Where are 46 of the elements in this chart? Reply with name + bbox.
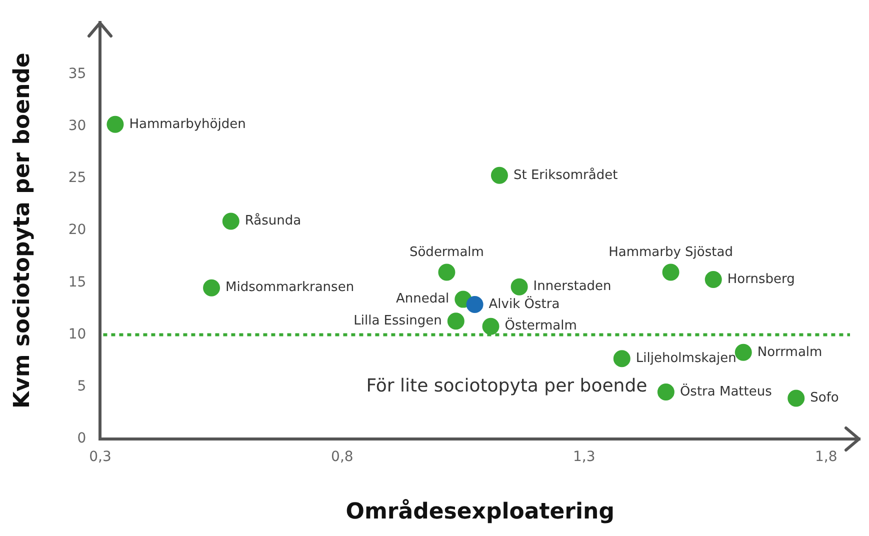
ref-line-label: För lite sociotopyta per boende <box>366 375 648 396</box>
annotation: Östermalm <box>504 318 577 334</box>
annotation: Midsommarkransen <box>226 280 354 296</box>
point <box>613 350 630 368</box>
annotation: Hammarbyhöjden <box>129 116 246 132</box>
annotation: Råsunda <box>244 212 302 229</box>
y-tick-label: 0 <box>77 430 86 446</box>
y-tick-label: 5 <box>77 378 86 394</box>
annotation: St Eriksområdet <box>513 166 618 183</box>
point <box>482 318 500 335</box>
annotation: Norrmalm <box>757 344 822 360</box>
annotation: Innerstaden <box>533 279 612 294</box>
x-tick-label: 1,8 <box>814 448 838 465</box>
y-tick-label: 30 <box>68 118 86 134</box>
point <box>662 264 680 281</box>
x-axis-title: Områdesexploatering <box>346 498 614 525</box>
point <box>466 296 484 314</box>
point <box>788 390 805 407</box>
point <box>447 312 464 330</box>
annotation: Hammarby Sjöstad <box>608 245 733 260</box>
point <box>657 383 674 400</box>
annotation: Södermalm <box>409 245 484 260</box>
annotation: Hornsberg <box>727 272 795 287</box>
y-tick-label: 25 <box>68 170 86 186</box>
annotation: Sofo <box>810 390 839 406</box>
point <box>203 279 220 296</box>
point <box>734 344 752 361</box>
y-tick-label: 35 <box>68 66 86 82</box>
point <box>438 264 456 281</box>
point <box>490 166 508 184</box>
point <box>704 271 722 288</box>
point <box>510 278 528 296</box>
x-tick-label: 0,8 <box>331 448 354 465</box>
point <box>222 212 240 230</box>
annotation: Annedal <box>396 292 450 307</box>
y-tick-label: 10 <box>68 326 86 342</box>
annotation: Lilla Essingen <box>354 314 442 329</box>
annotation: Liljeholmskajen <box>636 351 736 366</box>
annotation: Östra Matteus <box>680 383 772 400</box>
x-tick-label: 1,3 <box>573 448 596 465</box>
point <box>106 116 124 133</box>
annotation: Alvik Östra <box>488 296 560 312</box>
y-axis-title: Kvm sociotopyta per boende <box>10 52 35 409</box>
x-tick-label: 0,3 <box>89 448 112 465</box>
y-tick-label: 20 <box>68 222 86 238</box>
y-tick-label: 15 <box>68 274 86 290</box>
